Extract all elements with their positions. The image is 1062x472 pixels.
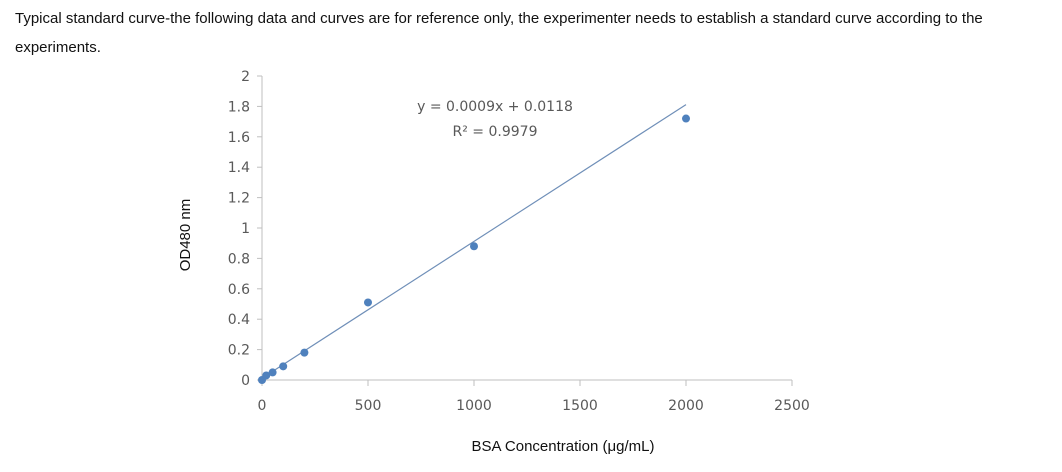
tick-labels: 0 0.2 0.4 0.6 0.8 1 1.2 1.4 1.6 1.8 2 0 500 1000 1500 2… <box>228 69 810 414</box>
data-point <box>279 362 288 371</box>
x-tick-label: 0 <box>258 398 267 414</box>
data-point <box>300 348 309 357</box>
x-tick-label: 2500 <box>774 398 810 414</box>
x-tick-label: 1500 <box>562 398 598 414</box>
y-tick-label: 2 <box>241 69 250 85</box>
trendline-equation: y = 0.0009x + 0.0118 <box>417 99 573 115</box>
data-point <box>682 114 690 123</box>
y-tick-label: 1.2 <box>228 191 250 207</box>
y-tick-label: 1.8 <box>228 99 250 115</box>
y-tick-label: 0 <box>241 373 250 389</box>
y-tick-label: 0.8 <box>228 251 250 267</box>
x-tick-label: 500 <box>355 398 382 414</box>
x-tick-label: 1000 <box>456 398 492 414</box>
y-tick-label: 1.4 <box>228 160 250 176</box>
data-point <box>262 371 271 380</box>
axes <box>257 75 793 386</box>
data-point <box>364 298 372 307</box>
y-tick-label: 0.6 <box>228 282 250 298</box>
x-tick-label: 2000 <box>668 398 704 414</box>
chart-caption: Typical standard curve-the following dat… <box>15 10 983 56</box>
trendline-path <box>261 104 687 379</box>
data-point <box>268 368 277 377</box>
y-tick-label: 0.4 <box>228 312 250 328</box>
y-tick-label: 1 <box>241 221 250 237</box>
y-axis-title: OD480 nm <box>177 199 194 272</box>
y-tick-label: 0.2 <box>228 343 250 359</box>
x-axis-title: BSA Concentration (μg/mL) <box>472 438 655 455</box>
trendline <box>261 104 687 379</box>
trendline-r-squared: R² = 0.9979 <box>453 124 538 140</box>
y-tick-label: 1.6 <box>228 130 250 146</box>
data-points <box>258 114 690 384</box>
data-point <box>470 242 478 251</box>
